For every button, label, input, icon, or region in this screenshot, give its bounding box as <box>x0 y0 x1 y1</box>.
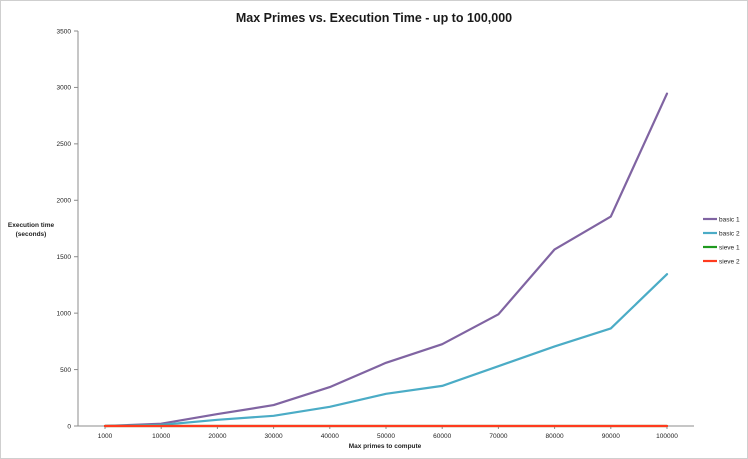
legend-label-basic-1: basic 1 <box>719 216 740 223</box>
series-line-basic-2 <box>103 273 669 428</box>
x-tick-label: 90000 <box>602 433 620 440</box>
y-tick-label: 2500 <box>57 141 72 148</box>
x-axis-title: Max primes to compute <box>349 443 422 450</box>
y-axis-title-line1: Execution time <box>8 222 55 229</box>
y-tick-label: 500 <box>60 367 71 374</box>
x-tick-label: 100000 <box>656 433 678 440</box>
legend-label-sieve-2: sieve 2 <box>719 258 740 265</box>
y-tick-label: 1000 <box>57 310 72 317</box>
x-tick-label: 50000 <box>377 433 395 440</box>
legend: basic 1 basic 2 sieve 1 sieve 2 <box>703 216 740 265</box>
y-tick-label: 1500 <box>57 254 72 261</box>
x-tick-label: 70000 <box>489 433 507 440</box>
x-tick-label: 1000 <box>98 433 113 440</box>
plot-area: 0 500 1000 1500 2000 2500 3000 3500 1000 10000 200… <box>57 28 694 440</box>
y-tick-label: 2000 <box>57 198 72 205</box>
x-tick-label: 40000 <box>321 433 339 440</box>
x-tick-label: 20000 <box>208 433 226 440</box>
x-tick-label: 60000 <box>433 433 451 440</box>
legend-label-basic-2: basic 2 <box>719 230 740 237</box>
chart-title: Max Primes vs. Execution Time - up to 10… <box>236 11 512 25</box>
y-axis-title-line2: (seconds) <box>16 231 47 238</box>
series-line-basic-1 <box>103 92 669 428</box>
y-axis-title: Execution time (seconds) <box>8 222 55 238</box>
x-tick-label: 80000 <box>546 433 564 440</box>
x-tick-label: 30000 <box>265 433 283 440</box>
y-tick-label: 3000 <box>57 85 72 92</box>
legend-label-sieve-1: sieve 1 <box>719 244 740 251</box>
y-tick-label: 3500 <box>57 28 72 35</box>
x-tick-label: 10000 <box>152 433 170 440</box>
y-tick-label: 0 <box>67 423 71 430</box>
